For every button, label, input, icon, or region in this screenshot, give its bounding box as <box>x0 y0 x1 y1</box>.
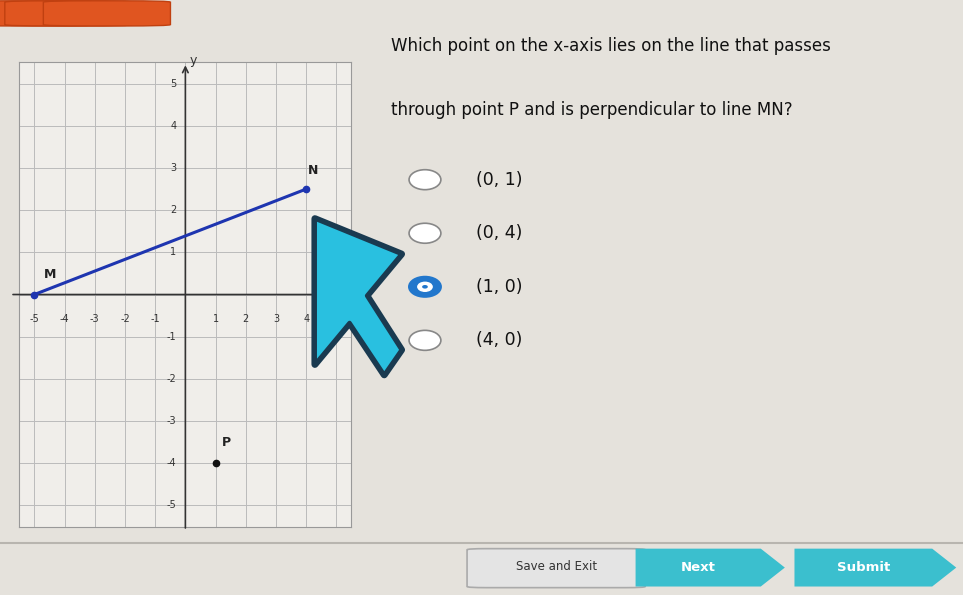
Text: -1: -1 <box>150 314 160 324</box>
Text: -4: -4 <box>167 458 176 468</box>
Text: 4: 4 <box>303 314 309 324</box>
Text: 4: 4 <box>170 121 176 131</box>
Text: 1: 1 <box>170 248 176 257</box>
Text: -2: -2 <box>167 374 176 384</box>
Text: -5: -5 <box>167 500 176 511</box>
Text: 3: 3 <box>273 314 279 324</box>
Polygon shape <box>636 549 785 587</box>
Text: -3: -3 <box>90 314 99 324</box>
Text: x: x <box>354 281 362 295</box>
Text: Save and Exit: Save and Exit <box>516 560 597 573</box>
Text: y: y <box>190 54 197 67</box>
FancyBboxPatch shape <box>5 1 132 26</box>
Text: P: P <box>221 436 231 449</box>
Text: (0, 4): (0, 4) <box>476 224 523 242</box>
Circle shape <box>409 330 441 350</box>
Circle shape <box>409 277 441 297</box>
Text: -3: -3 <box>167 416 176 426</box>
FancyBboxPatch shape <box>0 1 93 26</box>
FancyBboxPatch shape <box>43 1 170 26</box>
Text: Submit: Submit <box>837 561 890 574</box>
Text: -1: -1 <box>167 332 176 342</box>
Text: 5: 5 <box>333 314 340 324</box>
Circle shape <box>418 282 432 292</box>
Text: Next: Next <box>681 561 716 574</box>
Circle shape <box>409 223 441 243</box>
Polygon shape <box>315 219 402 375</box>
Text: 3: 3 <box>170 163 176 173</box>
Text: (0, 1): (0, 1) <box>476 171 523 189</box>
Text: 5: 5 <box>170 79 176 89</box>
Text: Which point on the x-axis lies on the line that passes: Which point on the x-axis lies on the li… <box>391 37 831 55</box>
Polygon shape <box>315 219 402 375</box>
Text: 2: 2 <box>170 205 176 215</box>
Text: -5: -5 <box>30 314 39 324</box>
Circle shape <box>422 285 428 289</box>
Text: 2: 2 <box>243 314 248 324</box>
Text: (4, 0): (4, 0) <box>476 331 523 349</box>
Text: through point P and is perpendicular to line MN?: through point P and is perpendicular to … <box>391 101 793 119</box>
FancyBboxPatch shape <box>467 549 645 588</box>
Polygon shape <box>794 549 956 587</box>
Text: M: M <box>43 268 56 281</box>
Circle shape <box>409 170 441 190</box>
Text: 1: 1 <box>213 314 219 324</box>
Text: (1, 0): (1, 0) <box>476 278 523 296</box>
Text: N: N <box>308 164 318 177</box>
Text: -4: -4 <box>60 314 69 324</box>
Text: -2: -2 <box>120 314 130 324</box>
